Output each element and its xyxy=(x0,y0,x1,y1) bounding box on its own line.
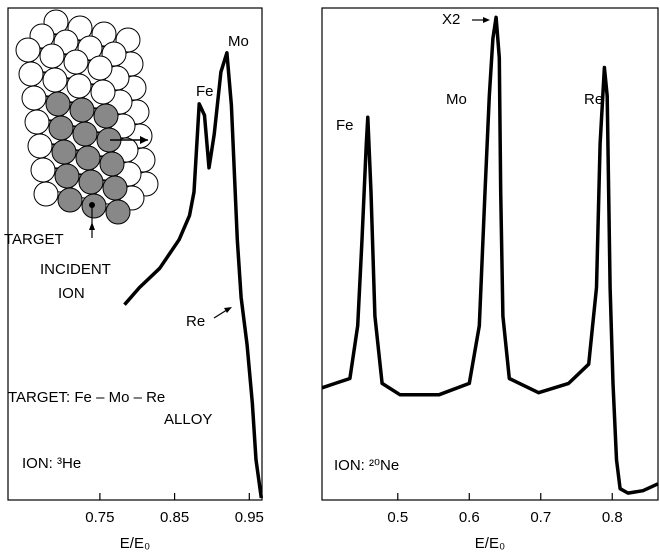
atom xyxy=(21,85,47,111)
atom xyxy=(75,145,101,171)
spectrum-line xyxy=(123,51,264,499)
annotation: ION: ²⁰Ne xyxy=(334,457,399,474)
annotation: ION xyxy=(58,285,85,302)
atom xyxy=(18,61,44,87)
atom xyxy=(15,37,41,63)
atom xyxy=(39,43,65,69)
x-tick-label: 0.8 xyxy=(602,509,623,526)
atom xyxy=(51,139,77,165)
annotation: ALLOY xyxy=(164,411,212,428)
spectrum-line xyxy=(321,15,659,495)
target-lattice-illustration xyxy=(15,9,159,225)
x-tick-label: 0.95 xyxy=(235,509,264,526)
x-tick-label: 0.5 xyxy=(387,509,408,526)
x-tick-label: 0.6 xyxy=(459,509,480,526)
x-axis-label: E/E₀ xyxy=(475,535,505,552)
atom xyxy=(87,55,113,81)
annotation: Fe xyxy=(196,83,214,100)
atom xyxy=(93,103,119,129)
annotation: X2 xyxy=(442,11,460,28)
atom xyxy=(24,109,50,135)
plot-frame xyxy=(321,7,659,501)
annotation: Fe xyxy=(336,117,354,134)
annotation: Re xyxy=(584,91,603,108)
atom xyxy=(54,163,80,189)
annotation: ION: ³He xyxy=(22,455,81,472)
atom xyxy=(33,181,59,207)
atom xyxy=(42,67,68,93)
atom xyxy=(102,175,128,201)
atom xyxy=(57,187,83,213)
atom xyxy=(66,73,92,99)
x-tick-label: 0.85 xyxy=(160,509,189,526)
atom xyxy=(105,199,131,225)
annotation: INCIDENT xyxy=(40,261,111,278)
atom xyxy=(99,151,125,177)
arrow-head xyxy=(224,307,232,313)
atom xyxy=(69,97,95,123)
atom xyxy=(63,49,89,75)
x-tick-label: 0.75 xyxy=(85,509,114,526)
atom xyxy=(30,157,56,183)
atom xyxy=(48,115,74,141)
x-tick-label: 0.7 xyxy=(530,509,551,526)
annotation: TARGET xyxy=(4,231,64,248)
atom xyxy=(45,91,71,117)
ion xyxy=(89,202,95,208)
atom xyxy=(27,133,53,159)
annotation: TARGET: Fe – Mo – Re xyxy=(8,389,165,406)
arrow-head xyxy=(483,17,490,23)
plot-frame xyxy=(7,7,263,501)
arrow-head xyxy=(140,136,148,144)
arrow-head xyxy=(89,222,95,230)
x-axis-label: E/E₀ xyxy=(120,535,150,552)
annotation: Re xyxy=(186,313,205,330)
atom xyxy=(78,169,104,195)
annotation: Mo xyxy=(446,91,467,108)
atom xyxy=(90,79,116,105)
atom xyxy=(72,121,98,147)
annotation: Mo xyxy=(228,33,249,50)
